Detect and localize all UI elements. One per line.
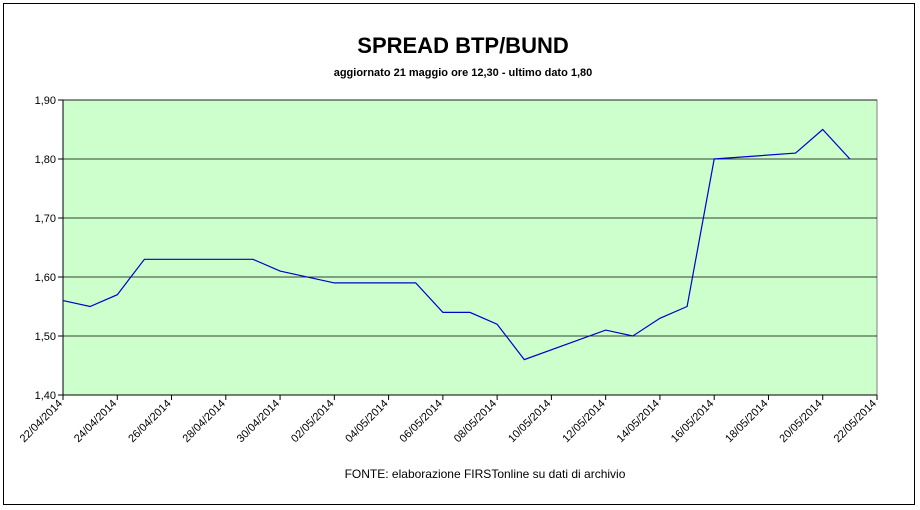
x-tick-label: 14/05/2014 [615,398,662,445]
y-tick-label: 1,90 [35,95,56,107]
y-tick-label: 1,70 [35,213,56,225]
source-note: FONTE: elaborazione FIRSTonline su dati … [345,467,626,481]
chart-title: SPREAD BTP/BUND [357,33,568,58]
x-tick-label: 20/05/2014 [777,398,824,445]
series-layer [62,128,851,361]
x-tick-label: 18/05/2014 [723,398,770,445]
plot-area [62,99,878,396]
y-tick-label: 1,50 [35,331,56,343]
x-tick-label: 26/04/2014 [126,398,173,445]
x-tick-label: 22/05/2014 [832,398,879,445]
x-tick-label: 24/04/2014 [72,398,119,445]
x-tick-label: 10/05/2014 [506,398,553,445]
y-tick-label: 1,80 [35,154,56,166]
x-tick-label: 06/05/2014 [398,398,445,445]
y-tick-label: 1,60 [35,272,56,284]
x-tick-labels: 22/04/2014 24/04/2014 26/04/2014 28/04/2014… [18,398,879,445]
series-line [62,128,851,361]
y-tick-labels: 1,40 1,50 1,60 1,70 1,80 1,90 [35,95,56,402]
x-tick-label: 28/04/2014 [181,398,228,445]
chart-subtitle: aggiornato 21 maggio ore 12,30 - ultimo … [334,67,593,79]
grid-lines [63,99,877,337]
x-tick-label: 02/05/2014 [289,398,336,445]
x-tick-label: 12/05/2014 [560,398,607,445]
x-tick-label: 04/05/2014 [343,398,390,445]
x-tick-label: 22/04/2014 [18,398,65,445]
x-tick-label: 30/04/2014 [235,398,282,445]
x-tick-label: 08/05/2014 [452,398,499,445]
y-tick-label: 1,40 [35,390,56,402]
x-tick-label: 16/05/2014 [669,398,716,445]
axes [58,99,878,400]
